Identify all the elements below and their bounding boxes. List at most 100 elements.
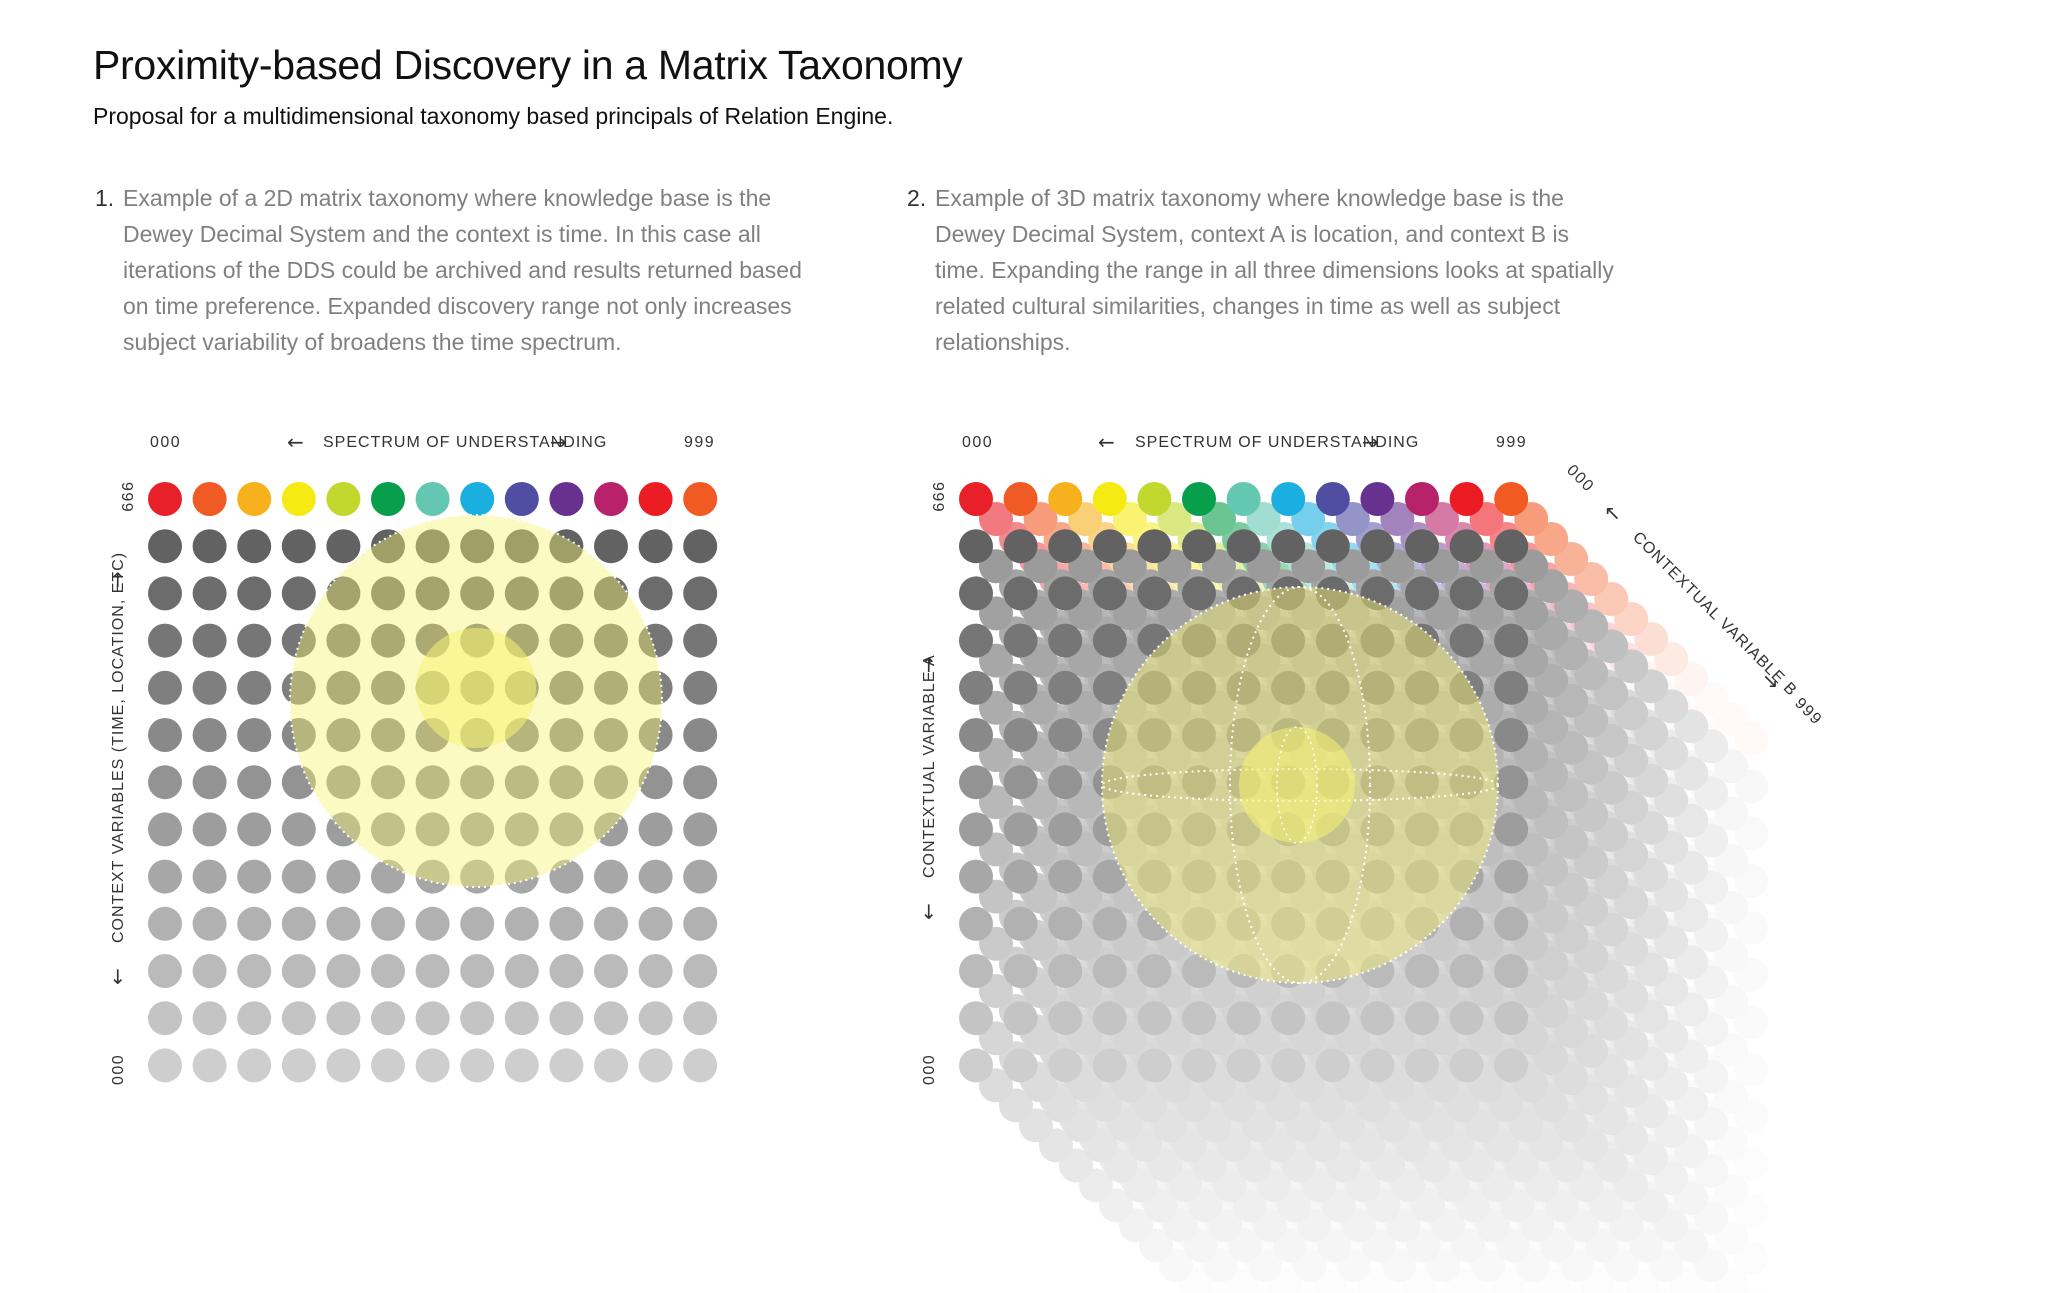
d2-grid-dot <box>1494 576 1529 611</box>
d2-grid-dot <box>1271 906 1306 941</box>
d2-grid-dot <box>1271 1001 1306 1036</box>
d1-grid-dot <box>594 859 628 894</box>
d1-grid-dot <box>549 1001 584 1036</box>
d1-grid-dot <box>638 529 673 564</box>
d1-grid-dot <box>237 576 272 611</box>
d2-grid-dot <box>1449 623 1484 658</box>
d2-grid-dot <box>1182 812 1216 847</box>
d2-grid-dot <box>1360 812 1395 847</box>
d1-grid-dot <box>192 529 227 564</box>
d2-grid-dot <box>1003 623 1038 658</box>
d2-grid-dot <box>1092 623 1127 658</box>
d2-grid-dot <box>1405 906 1439 941</box>
d1-grid-dot <box>371 765 405 800</box>
d2-grid-dot <box>1182 954 1216 988</box>
d2-grid-dot <box>1494 529 1529 564</box>
d1-grid-dot <box>549 1048 584 1083</box>
d2-grid-dot <box>1048 529 1083 564</box>
d1-grid-dot <box>371 954 405 988</box>
d1-spectrum-dot <box>415 482 450 516</box>
d1-grid-dot <box>683 529 718 564</box>
d1-spectrum-dot <box>460 482 495 516</box>
d1-grid-dot <box>237 1048 272 1083</box>
d2-grid-dot <box>1182 670 1216 705</box>
d2-grid-dot <box>1449 859 1484 894</box>
d2-y-top: 999 <box>929 482 946 513</box>
d2-z-end: 999 <box>1791 695 1825 729</box>
d1-grid-dot <box>192 859 227 894</box>
d1-grid-dot <box>326 1001 361 1036</box>
d2-spectrum-dot <box>1449 482 1484 516</box>
d1-grid-dot <box>415 906 450 941</box>
d2-grid-dot <box>1494 765 1529 800</box>
d2-x-end: 999 <box>1496 434 1527 451</box>
d1-grid-dot <box>415 1001 450 1036</box>
d2-grid-dot <box>959 529 993 564</box>
d1-grid-dot <box>415 529 450 564</box>
d2-grid-dot <box>1048 576 1083 611</box>
d2-grid-dot <box>1182 1048 1216 1083</box>
d1-grid-dot <box>460 1048 495 1083</box>
d1-grid-dot <box>371 576 405 611</box>
d1-x-arrow-left-icon: ← <box>287 430 304 454</box>
d1-grid-dot <box>549 623 584 658</box>
d2-grid-dot <box>1405 576 1439 611</box>
d2-grid-dot <box>1092 718 1127 752</box>
d2-grid-dot <box>1360 954 1395 988</box>
d2-grid-dot <box>1092 1048 1127 1083</box>
d2-grid-dot <box>959 670 993 705</box>
d1-grid-dot <box>371 623 405 658</box>
d2-grid-dot <box>1048 718 1083 752</box>
d1-grid-dot <box>504 859 539 894</box>
d1-inner-range-circle <box>416 628 536 748</box>
d1-spectrum-dot <box>638 482 673 516</box>
d2-spectrum-dot <box>1137 482 1172 516</box>
d2-grid-dot <box>1405 812 1439 847</box>
d1-grid-dot <box>504 812 539 847</box>
d1-grid-dot <box>504 576 539 611</box>
d2-grid-dot <box>1360 529 1395 564</box>
d2-spectrum-dot <box>1315 482 1350 516</box>
d1-grid-dot <box>638 906 673 941</box>
d2-grid-dot <box>959 623 993 658</box>
d2-grid-dot <box>1315 954 1350 988</box>
d2-grid-dot <box>1182 576 1216 611</box>
d1-grid-dot <box>504 1048 539 1083</box>
d2-grid-dot <box>1226 1001 1261 1036</box>
d2-grid-dot <box>1449 1048 1484 1083</box>
d1-grid-dot <box>326 623 361 658</box>
d2-grid-dot <box>1003 718 1038 752</box>
d1-grid-dot <box>504 765 539 800</box>
d2-dot-grid <box>959 482 1529 1083</box>
d2-y-arrow-up-icon: → <box>916 656 940 673</box>
d2-grid-dot <box>1315 623 1350 658</box>
d1-grid-dot <box>594 954 628 988</box>
d2-grid-dot <box>1449 906 1484 941</box>
d1-grid-dot <box>683 1001 718 1036</box>
d1-grid-dot <box>638 718 673 752</box>
d1-grid-dot <box>594 906 628 941</box>
d1-grid-dot <box>192 1001 227 1036</box>
d1-grid-dot <box>192 812 227 847</box>
d1-discovery-range <box>289 514 663 888</box>
d2-grid-dot <box>1315 906 1350 941</box>
d2-grid-dot <box>1182 859 1216 894</box>
d1-grid-dot <box>460 1001 495 1036</box>
d1-grid-dot <box>192 576 227 611</box>
example-2-number: 2. <box>907 185 927 211</box>
d2-grid-dot <box>1092 859 1127 894</box>
d2-grid-dot <box>1137 859 1172 894</box>
d1-grid-dot <box>237 906 272 941</box>
d2-grid-dot <box>1092 1001 1127 1036</box>
d1-spectrum-dot <box>594 482 628 516</box>
d1-grid-dot <box>460 765 495 800</box>
d1-grid-dot <box>148 1001 182 1036</box>
d2-discovery-range <box>1101 586 1499 984</box>
d1-grid-dot <box>683 859 718 894</box>
d2-grid-dot <box>1137 906 1172 941</box>
d1-grid-dot <box>504 529 539 564</box>
d2-grid-dot <box>1315 859 1350 894</box>
d1-grid-dot <box>326 576 361 611</box>
d1-grid-dot <box>148 1048 182 1083</box>
d1-grid-dot <box>549 765 584 800</box>
